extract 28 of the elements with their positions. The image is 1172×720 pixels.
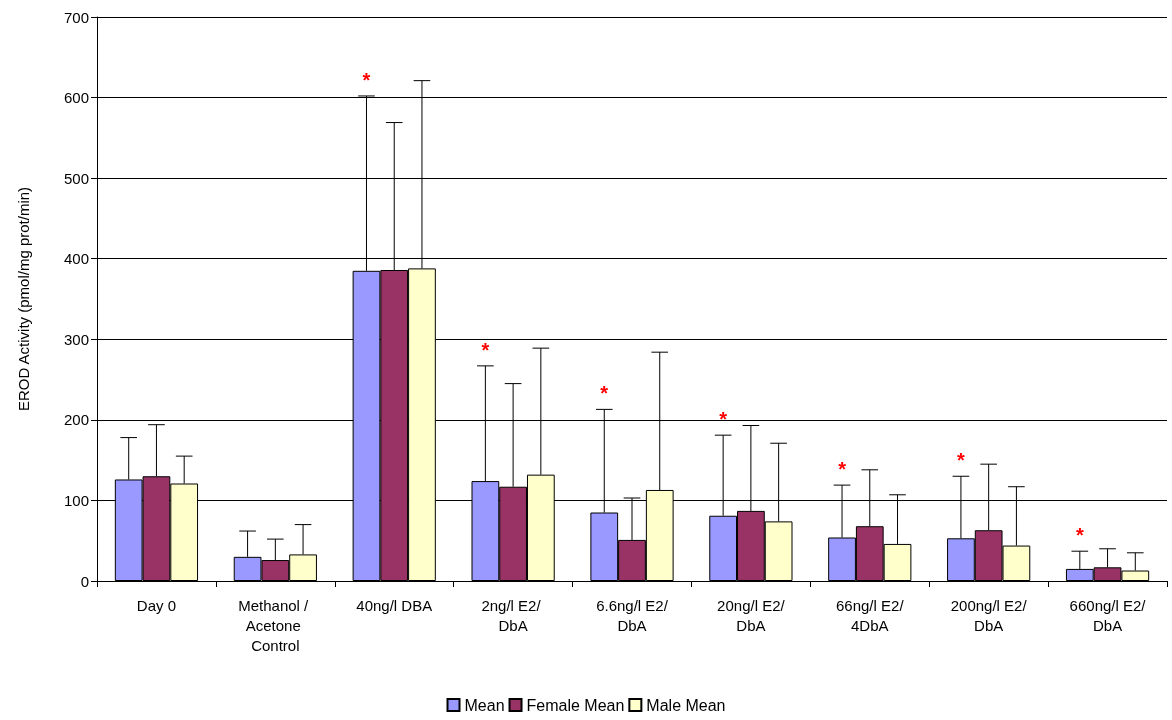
annotation: * — [600, 382, 609, 405]
annotation: * — [481, 338, 490, 361]
annotation: * — [362, 68, 371, 91]
x-tick-label: 660ng/l E2/DbA — [1069, 596, 1147, 634]
y-tick-label: 0 — [80, 572, 89, 590]
y-tick-label: 200 — [63, 411, 89, 429]
x-tick-label: 40ng/l DBA — [356, 596, 433, 614]
x-tick-label: Methanol / Acetone Control — [238, 596, 313, 654]
y-tick-label: 100 — [63, 491, 89, 509]
x-tick-label: 6.6ng/l E2/DbA — [596, 596, 669, 634]
annotation: * — [1075, 524, 1084, 547]
y-tick-label: 700 — [63, 8, 89, 26]
x-tick-label: 200ng/l E2/DbA — [950, 596, 1028, 634]
legend-label: Female Mean — [526, 696, 625, 714]
x-tick-label: 66ng/l E2/4DbA — [836, 596, 905, 634]
y-tick-label: 600 — [63, 89, 89, 107]
annotation: * — [719, 408, 728, 431]
annotation: * — [957, 449, 966, 472]
x-tick-label: 20ng/l E2/DbA — [717, 596, 786, 634]
y-axis-title: EROD Activity (pmol/mg prot/min) — [15, 186, 32, 412]
annotation: * — [838, 458, 847, 481]
y-tick-label: 500 — [63, 169, 89, 187]
x-tick-label: 2ng/l E2/ DbA — [481, 596, 545, 634]
y-tick-label: 400 — [63, 250, 89, 268]
x-tick-label: Day 0 — [136, 596, 177, 614]
legend-label: Male Mean — [646, 696, 726, 714]
y-tick-label: 300 — [63, 330, 89, 348]
legend-label: Mean — [464, 696, 505, 714]
